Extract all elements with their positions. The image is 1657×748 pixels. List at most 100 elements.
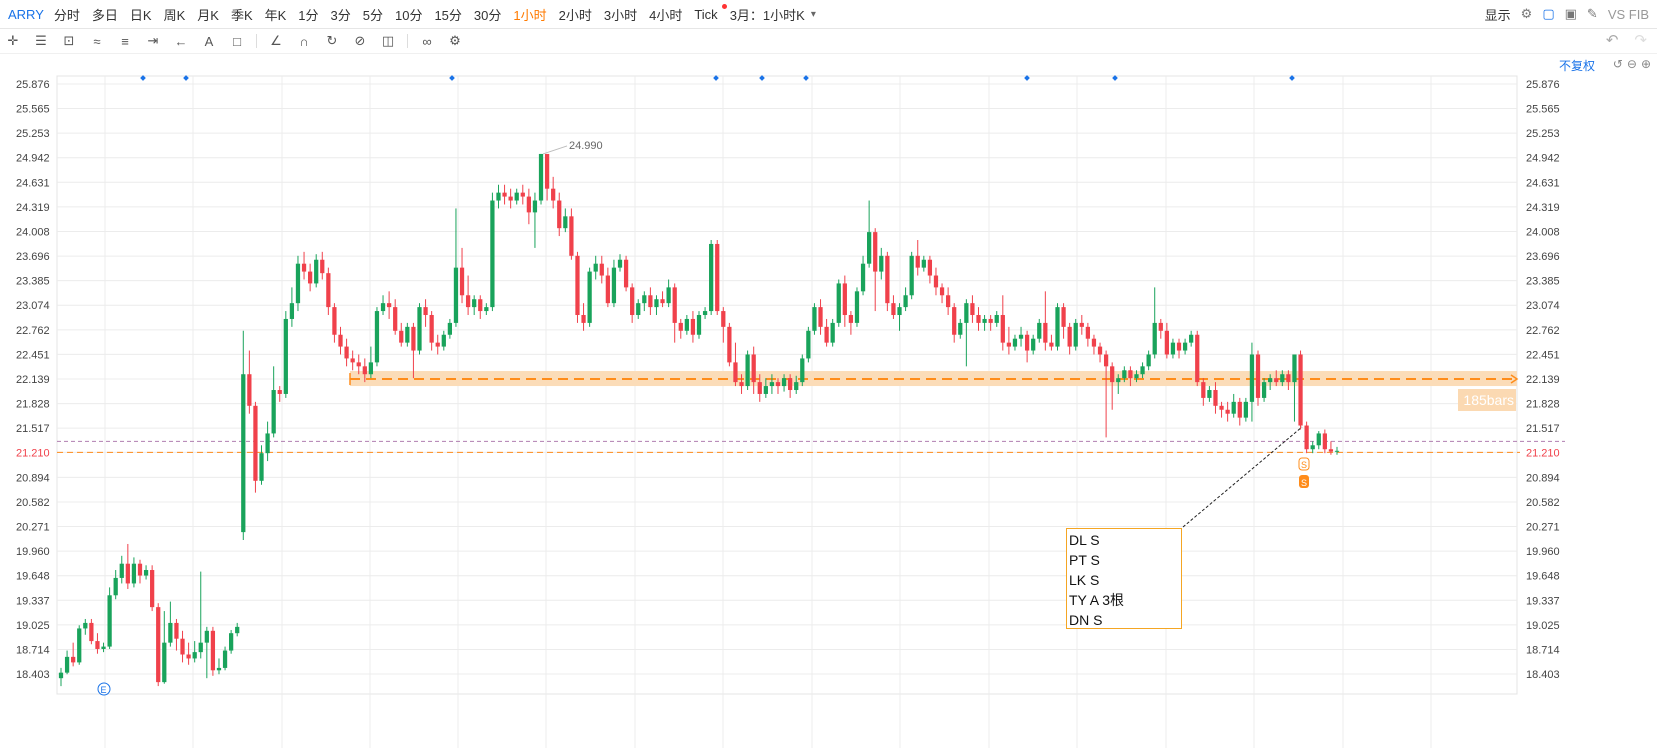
candle-body <box>204 630 209 643</box>
candle-body <box>156 607 161 683</box>
candle-body <box>89 622 94 642</box>
period-tab[interactable]: 分时 <box>53 7 80 23</box>
text-tool-icon[interactable]: A <box>204 33 214 49</box>
period-tab[interactable]: 15分 <box>434 7 462 23</box>
sync-icon[interactable]: ↻ <box>326 33 338 48</box>
period-tab[interactable]: 季K <box>230 7 253 23</box>
y-tick-label-right: 23.696 <box>1526 251 1560 263</box>
period-tab[interactable]: 3分 <box>330 7 351 23</box>
trendline-icon[interactable]: ≈ <box>93 33 101 49</box>
period-tab[interactable]: 1小时 <box>513 7 547 23</box>
candle-body <box>897 307 902 316</box>
high-label: 24.990 <box>569 140 603 152</box>
candle-body <box>1043 322 1048 343</box>
period-tab[interactable]: 年K <box>264 7 287 23</box>
y-tick-label-right: 23.074 <box>1526 300 1560 312</box>
arrow-left-icon[interactable]: ← <box>174 33 188 49</box>
period-tab[interactable]: 日K <box>129 7 152 23</box>
candle-body <box>119 563 124 578</box>
period-tab[interactable]: 3小时 <box>603 7 638 23</box>
candle-body <box>739 382 744 387</box>
candle-body <box>95 641 100 649</box>
settings-icon[interactable]: ⚙ <box>449 33 461 48</box>
candle-body <box>757 382 762 394</box>
candle-body <box>952 307 957 335</box>
candle-body <box>1207 390 1212 398</box>
candle-body <box>229 633 234 651</box>
magnet-icon[interactable]: ∩ <box>299 33 309 49</box>
candle-body <box>1000 315 1005 343</box>
y-tick-label-right: 19.648 <box>1526 571 1560 583</box>
candle-body <box>1049 342 1054 347</box>
candle-body <box>143 570 149 576</box>
price-adjust-toggle[interactable]: 不复权 <box>1558 59 1595 73</box>
candle-body <box>532 200 538 213</box>
candle-body <box>1128 370 1133 379</box>
period-tab[interactable]: 2小时 <box>558 7 592 23</box>
camera-icon[interactable]: ▣ <box>1564 6 1577 21</box>
fib-icon[interactable]: ≡ <box>121 33 129 49</box>
event-marker <box>803 75 809 81</box>
event-marker <box>1112 75 1118 81</box>
candle-body <box>150 570 155 608</box>
candle-body <box>350 358 355 363</box>
measure-icon[interactable]: ⇥ <box>147 33 159 48</box>
redo-icon[interactable]: ↷ <box>1634 32 1647 49</box>
bars-icon[interactable]: ☰ <box>35 33 47 48</box>
candle-body <box>617 259 623 268</box>
candle-body <box>113 577 118 596</box>
move-icon[interactable]: ✛ <box>7 33 19 48</box>
candle-body <box>1110 366 1115 383</box>
display-button[interactable]: 显示 <box>1484 7 1511 23</box>
pencil-icon[interactable]: ✎ <box>1586 6 1598 21</box>
period-tab[interactable]: 1分 <box>298 7 319 23</box>
candle-body <box>393 307 398 331</box>
candle-body <box>1243 401 1248 418</box>
reset-icon[interactable]: ↺ <box>1612 57 1623 71</box>
candle-body <box>1328 449 1334 452</box>
candle-body <box>411 326 416 351</box>
symbol-label[interactable]: ARRY <box>8 6 44 22</box>
candle-body <box>1292 354 1297 383</box>
candle-body <box>174 622 179 639</box>
zoom-out-icon[interactable]: ⊖ <box>1626 57 1637 71</box>
period-tab[interactable]: 周K <box>163 7 186 23</box>
angle-icon[interactable]: ∠ <box>270 33 282 48</box>
period-tab[interactable]: 10分 <box>394 7 423 23</box>
y-tick-label-left: 25.253 <box>16 128 50 140</box>
candle-body <box>1334 450 1340 452</box>
zoom-in-icon[interactable]: ⊕ <box>1640 57 1651 71</box>
current-price-bg-right <box>1520 444 1566 461</box>
crop-icon[interactable]: ⊡ <box>63 33 75 48</box>
link-icon[interactable]: ∞ <box>422 33 432 49</box>
hide-icon[interactable]: ⊘ <box>354 33 366 48</box>
s-marker-outline <box>1298 457 1310 471</box>
candle-body <box>1268 378 1273 383</box>
square-icon[interactable]: ▢ <box>1542 6 1555 21</box>
period-tab[interactable]: 多日 <box>91 7 118 23</box>
candle-body <box>314 259 319 284</box>
undo-icon[interactable]: ↶ <box>1605 32 1619 49</box>
annotation-box[interactable]: DL S PT S LK S TY A 3根 DN S <box>1066 528 1182 629</box>
vs-button[interactable]: VS FIB <box>1607 6 1649 22</box>
candle-body <box>1176 342 1182 351</box>
candle-body <box>781 378 787 387</box>
gear-icon[interactable]: ⚙ <box>1520 6 1533 21</box>
candle-body <box>939 287 945 296</box>
s-marker-text: S <box>1301 478 1307 488</box>
trash-icon[interactable]: ◫ <box>381 33 395 48</box>
candle-body <box>964 303 969 323</box>
y-tick-label-right: 18.403 <box>1526 669 1560 681</box>
period-tab[interactable]: Tick <box>688 3 728 22</box>
period-tab[interactable]: 月K <box>197 7 219 23</box>
candlestick-chart[interactable]: 25.876 25.876 25.565 25.565 25.253 25.253 24.9… <box>0 54 1657 748</box>
y-tick-label-right: 20.271 <box>1526 522 1560 534</box>
candle-body <box>1255 354 1261 398</box>
context-label[interactable]: 3月：1小时K <box>729 7 805 23</box>
candle-body <box>1067 326 1072 347</box>
period-tab[interactable]: 30分 <box>473 7 502 23</box>
chevron-down-icon[interactable]: ▾ <box>810 8 816 20</box>
comment-icon[interactable]: □ <box>233 33 241 49</box>
period-tab[interactable]: 5分 <box>362 7 383 23</box>
period-tab[interactable]: 4小时 <box>649 7 683 23</box>
